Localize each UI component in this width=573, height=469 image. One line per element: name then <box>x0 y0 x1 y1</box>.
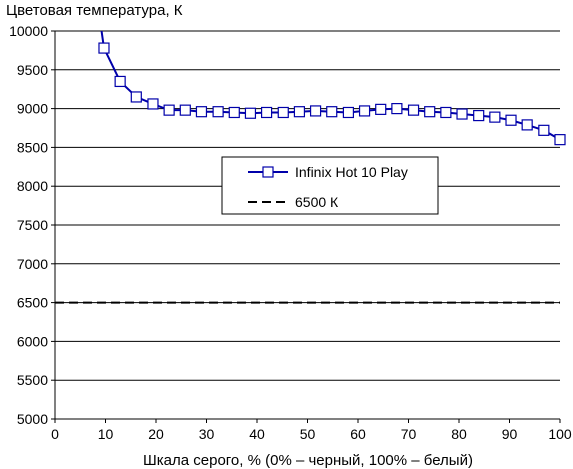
x-tick-label: 90 <box>502 426 518 442</box>
data-point <box>260 106 273 119</box>
data-point <box>293 106 306 118</box>
y-tick-label: 9500 <box>17 62 48 78</box>
y-tick-label: 6500 <box>17 295 48 311</box>
data-point <box>489 111 501 123</box>
data-point <box>277 106 289 119</box>
legend: Infinix Hot 10 Play 6500 К <box>221 156 439 215</box>
data-point <box>147 98 159 110</box>
y-tick-label: 8500 <box>17 139 48 155</box>
data-point <box>163 104 175 116</box>
data-point <box>326 106 338 118</box>
tick-labels: 5000 5500 6000 6500 7000 7500 8000 8500 9000 9500… <box>9 23 572 442</box>
x-tick-label: 40 <box>249 426 265 442</box>
data-point <box>538 124 550 136</box>
data-point <box>195 106 208 118</box>
data-point <box>375 103 387 115</box>
data-point <box>130 91 142 103</box>
x-tick-label: 10 <box>98 426 114 442</box>
data-point <box>521 119 533 131</box>
data-point <box>407 104 420 116</box>
y-tick-label: 5500 <box>17 372 48 388</box>
data-point <box>391 102 403 115</box>
y-tick-label: 6000 <box>17 333 48 349</box>
data-point <box>98 42 110 54</box>
y-tick-label: 7500 <box>17 217 48 233</box>
data-point <box>554 134 566 146</box>
x-tick-label: 20 <box>148 426 164 442</box>
data-point <box>473 109 485 122</box>
x-tick-label: 80 <box>451 426 467 442</box>
x-tick-label: 50 <box>300 426 316 442</box>
axes <box>51 30 561 423</box>
legend-marker-series-1 <box>262 166 274 178</box>
y-tick-label: 8000 <box>17 178 48 194</box>
x-axis-title: Шкала серого, % (0% – черный, 100% – бел… <box>143 452 473 469</box>
y-axis-title: Цветовая температура, К <box>6 2 183 19</box>
data-point <box>342 106 355 119</box>
data-point <box>179 104 191 116</box>
y-tick-label: 5000 <box>17 411 48 427</box>
data-point <box>228 106 240 119</box>
x-tick-label: 100 <box>548 426 572 442</box>
data-point <box>456 108 468 120</box>
data-point <box>244 107 257 119</box>
x-tick-label: 30 <box>199 426 215 442</box>
x-tick-label: 0 <box>51 426 59 442</box>
data-point <box>358 105 371 117</box>
plot-series <box>55 31 566 304</box>
legend-box <box>221 156 439 215</box>
legend-label-series-1: Infinix Hot 10 Play <box>295 164 408 180</box>
y-tick-label: 10000 <box>9 23 48 39</box>
x-tick-label: 70 <box>401 426 417 442</box>
data-point <box>212 106 224 118</box>
data-point <box>114 75 126 88</box>
data-point <box>424 106 436 118</box>
legend-label-series-2: 6500 К <box>295 194 339 210</box>
y-tick-label: 7000 <box>17 256 48 272</box>
data-point <box>309 105 322 117</box>
y-tick-label: 9000 <box>17 101 48 117</box>
x-tick-label: 60 <box>350 426 366 442</box>
data-point <box>440 106 452 119</box>
data-point <box>505 114 517 126</box>
